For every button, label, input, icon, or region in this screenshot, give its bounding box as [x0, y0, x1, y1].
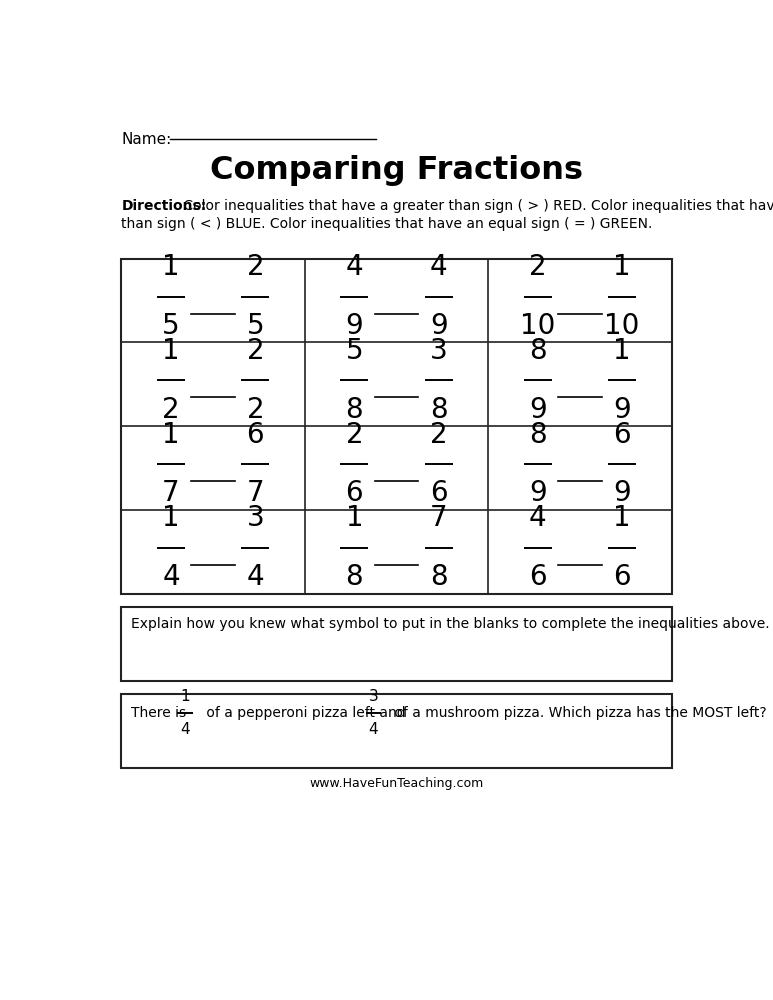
Text: 8: 8 — [346, 563, 363, 591]
Text: 6: 6 — [346, 479, 363, 507]
Text: 9: 9 — [430, 312, 448, 340]
Text: 6: 6 — [529, 563, 547, 591]
Text: There is: There is — [131, 706, 190, 720]
Text: 5: 5 — [247, 312, 264, 340]
Text: 6: 6 — [430, 479, 448, 507]
Text: 4: 4 — [430, 253, 448, 281]
Text: of a mushroom pizza. Which pizza has the MOST left?: of a mushroom pizza. Which pizza has the… — [390, 706, 767, 720]
Text: Name:: Name: — [121, 132, 172, 147]
Text: 4: 4 — [247, 563, 264, 591]
Text: 3: 3 — [369, 689, 378, 704]
Text: 9: 9 — [346, 312, 363, 340]
Text: 2: 2 — [247, 337, 264, 365]
Text: 9: 9 — [613, 479, 631, 507]
Text: 9: 9 — [613, 396, 631, 424]
Text: 1: 1 — [162, 504, 180, 532]
Text: 1: 1 — [162, 421, 180, 449]
Text: 8: 8 — [529, 337, 547, 365]
Text: 6: 6 — [613, 563, 631, 591]
Text: 6: 6 — [613, 421, 631, 449]
Text: 7: 7 — [430, 504, 448, 532]
Text: 2: 2 — [247, 253, 264, 281]
Text: 10: 10 — [604, 312, 640, 340]
Text: 9: 9 — [529, 479, 547, 507]
Text: 1: 1 — [613, 337, 631, 365]
Text: than sign ( < ) BLUE. Color inequalities that have an equal sign ( = ) GREEN.: than sign ( < ) BLUE. Color inequalities… — [121, 217, 653, 231]
Text: of a pepperoni pizza left and: of a pepperoni pizza left and — [202, 706, 410, 720]
Text: 1: 1 — [162, 337, 180, 365]
Text: 8: 8 — [346, 396, 363, 424]
Text: Comparing Fractions: Comparing Fractions — [209, 155, 583, 186]
Text: 6: 6 — [247, 421, 264, 449]
Text: 4: 4 — [346, 253, 363, 281]
Bar — [121, 259, 672, 594]
Text: 9: 9 — [529, 396, 547, 424]
Bar — [121, 607, 672, 681]
Text: www.HaveFunTeaching.com: www.HaveFunTeaching.com — [309, 777, 483, 790]
Text: 7: 7 — [162, 479, 180, 507]
Text: 1: 1 — [162, 253, 180, 281]
Text: 4: 4 — [180, 722, 190, 737]
Text: 1: 1 — [346, 504, 363, 532]
Text: 7: 7 — [247, 479, 264, 507]
Text: 3: 3 — [247, 504, 264, 532]
Text: 5: 5 — [346, 337, 363, 365]
Text: 2: 2 — [247, 396, 264, 424]
Text: 2: 2 — [430, 421, 448, 449]
Text: 1: 1 — [613, 253, 631, 281]
Text: 5: 5 — [162, 312, 180, 340]
Text: 1: 1 — [180, 689, 190, 704]
Text: 8: 8 — [430, 563, 448, 591]
Text: 10: 10 — [520, 312, 556, 340]
Text: 2: 2 — [529, 253, 547, 281]
Text: Directions:: Directions: — [121, 199, 206, 213]
Text: 8: 8 — [529, 421, 547, 449]
Text: Color inequalities that have a greater than sign ( > ) RED. Color inequalities t: Color inequalities that have a greater t… — [179, 199, 773, 213]
Bar — [121, 694, 672, 768]
Text: 1: 1 — [613, 504, 631, 532]
Text: 4: 4 — [162, 563, 180, 591]
Text: 4: 4 — [369, 722, 378, 737]
Text: 4: 4 — [529, 504, 547, 532]
Text: 8: 8 — [430, 396, 448, 424]
Text: Explain how you knew what symbol to put in the blanks to complete the inequaliti: Explain how you knew what symbol to put … — [131, 617, 769, 631]
Text: 3: 3 — [430, 337, 448, 365]
Text: 2: 2 — [162, 396, 180, 424]
Text: 2: 2 — [346, 421, 363, 449]
